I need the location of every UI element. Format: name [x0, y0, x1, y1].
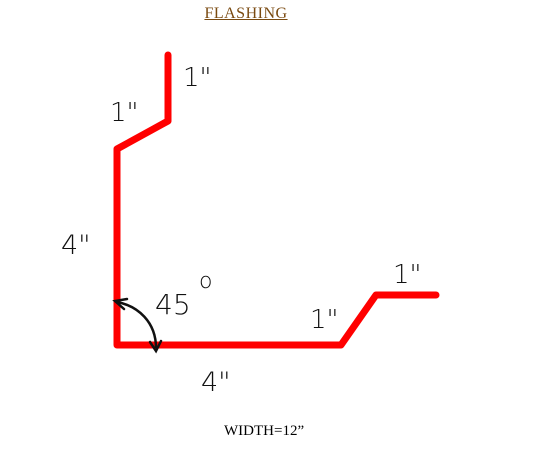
- label-angle-degree: o: [199, 269, 212, 294]
- angle-arrowhead-bottom: [148, 339, 163, 354]
- label-top-bend: 1": [110, 98, 139, 128]
- angle-arc: [116, 300, 158, 349]
- angle-arrowhead-top: [112, 297, 129, 311]
- label-right-bend: 1": [310, 305, 339, 335]
- label-angle-value: 45: [155, 288, 191, 321]
- diagram-title: FLASHING: [204, 5, 288, 22]
- label-left-leg: 4": [61, 230, 91, 261]
- width-label: WIDTH=12”: [224, 423, 305, 439]
- label-top-flange: 1": [183, 63, 212, 93]
- label-right-flange: 1": [393, 260, 422, 290]
- flashing-profile-line: [113, 51, 440, 349]
- label-bottom-leg: 4": [201, 367, 231, 398]
